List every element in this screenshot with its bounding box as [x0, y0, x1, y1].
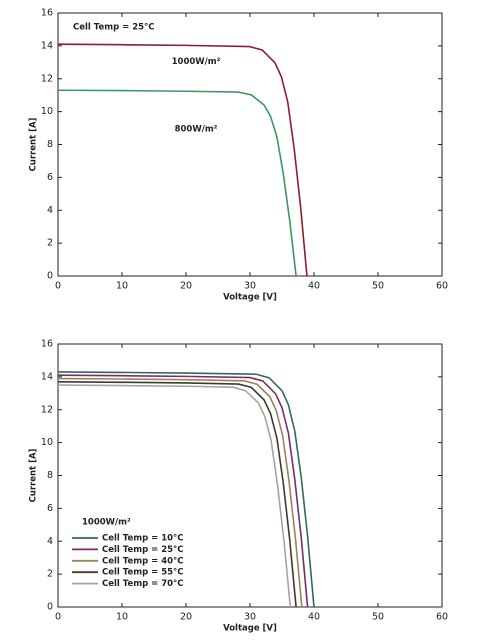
- x-tick-label: 20: [180, 281, 192, 292]
- y-tick-label: 12: [41, 73, 53, 84]
- series-line: [57, 374, 309, 608]
- x-tick-label: 10: [116, 612, 128, 623]
- y-tick-label: 16: [41, 8, 53, 19]
- x-axis-label: Voltage [V]: [223, 624, 277, 634]
- x-tick-label: 30: [244, 612, 256, 623]
- series-line: [57, 377, 303, 608]
- x-tick-label: 10: [116, 281, 128, 292]
- series-label: 800W/m²: [175, 125, 218, 135]
- x-tick-label: 0: [55, 281, 61, 292]
- y-tick-label: 12: [41, 404, 53, 415]
- y-tick-label: 0: [47, 602, 53, 613]
- y-tick-label: 2: [47, 569, 53, 580]
- x-tick-label: 40: [308, 281, 320, 292]
- x-tick-label: 0: [55, 612, 61, 623]
- plot-frame: [57, 12, 443, 277]
- x-tick-label: 40: [308, 612, 320, 623]
- series-line: [57, 371, 315, 608]
- legend-label: Cell Temp = 40°C: [102, 556, 184, 566]
- y-tick-label: 16: [41, 339, 53, 350]
- y-tick-label: 8: [47, 139, 53, 150]
- y-tick-label: 4: [47, 536, 53, 547]
- series-line: [57, 381, 297, 608]
- y-tick-label: 0: [47, 271, 53, 282]
- x-tick-label: 50: [372, 281, 384, 292]
- y-axis-label: Current [A]: [29, 117, 39, 171]
- annotation: Cell Temp = 25°C: [73, 23, 155, 33]
- y-tick-label: 8: [47, 470, 53, 481]
- y-tick-label: 6: [47, 172, 53, 183]
- x-tick-label: 60: [436, 612, 448, 623]
- x-tick-label: 50: [372, 612, 384, 623]
- series-label: 1000W/m²: [172, 57, 221, 67]
- series-line: [57, 89, 297, 277]
- y-axis-label: Current [A]: [29, 448, 39, 502]
- x-tick-label: 60: [436, 281, 448, 292]
- legend-label: Cell Temp = 10°C: [102, 534, 184, 544]
- legend-label: Cell Temp = 55°C: [102, 568, 184, 578]
- y-tick-label: 4: [47, 205, 53, 216]
- x-tick-label: 20: [180, 612, 192, 623]
- x-axis-label: Voltage [V]: [223, 293, 277, 303]
- x-tick-label: 30: [244, 281, 256, 292]
- series-line: [57, 43, 308, 277]
- y-tick-label: 6: [47, 503, 53, 514]
- legend-label: Cell Temp = 25°C: [102, 545, 184, 555]
- y-tick-label: 10: [41, 437, 53, 448]
- y-tick-label: 2: [47, 238, 53, 249]
- legend-title: 1000W/m²: [82, 518, 131, 528]
- series-line: [57, 384, 292, 608]
- y-tick-label: 14: [41, 371, 53, 382]
- legend-label: Cell Temp = 70°C: [102, 579, 184, 589]
- y-tick-label: 10: [41, 106, 53, 117]
- y-tick-label: 14: [41, 40, 53, 51]
